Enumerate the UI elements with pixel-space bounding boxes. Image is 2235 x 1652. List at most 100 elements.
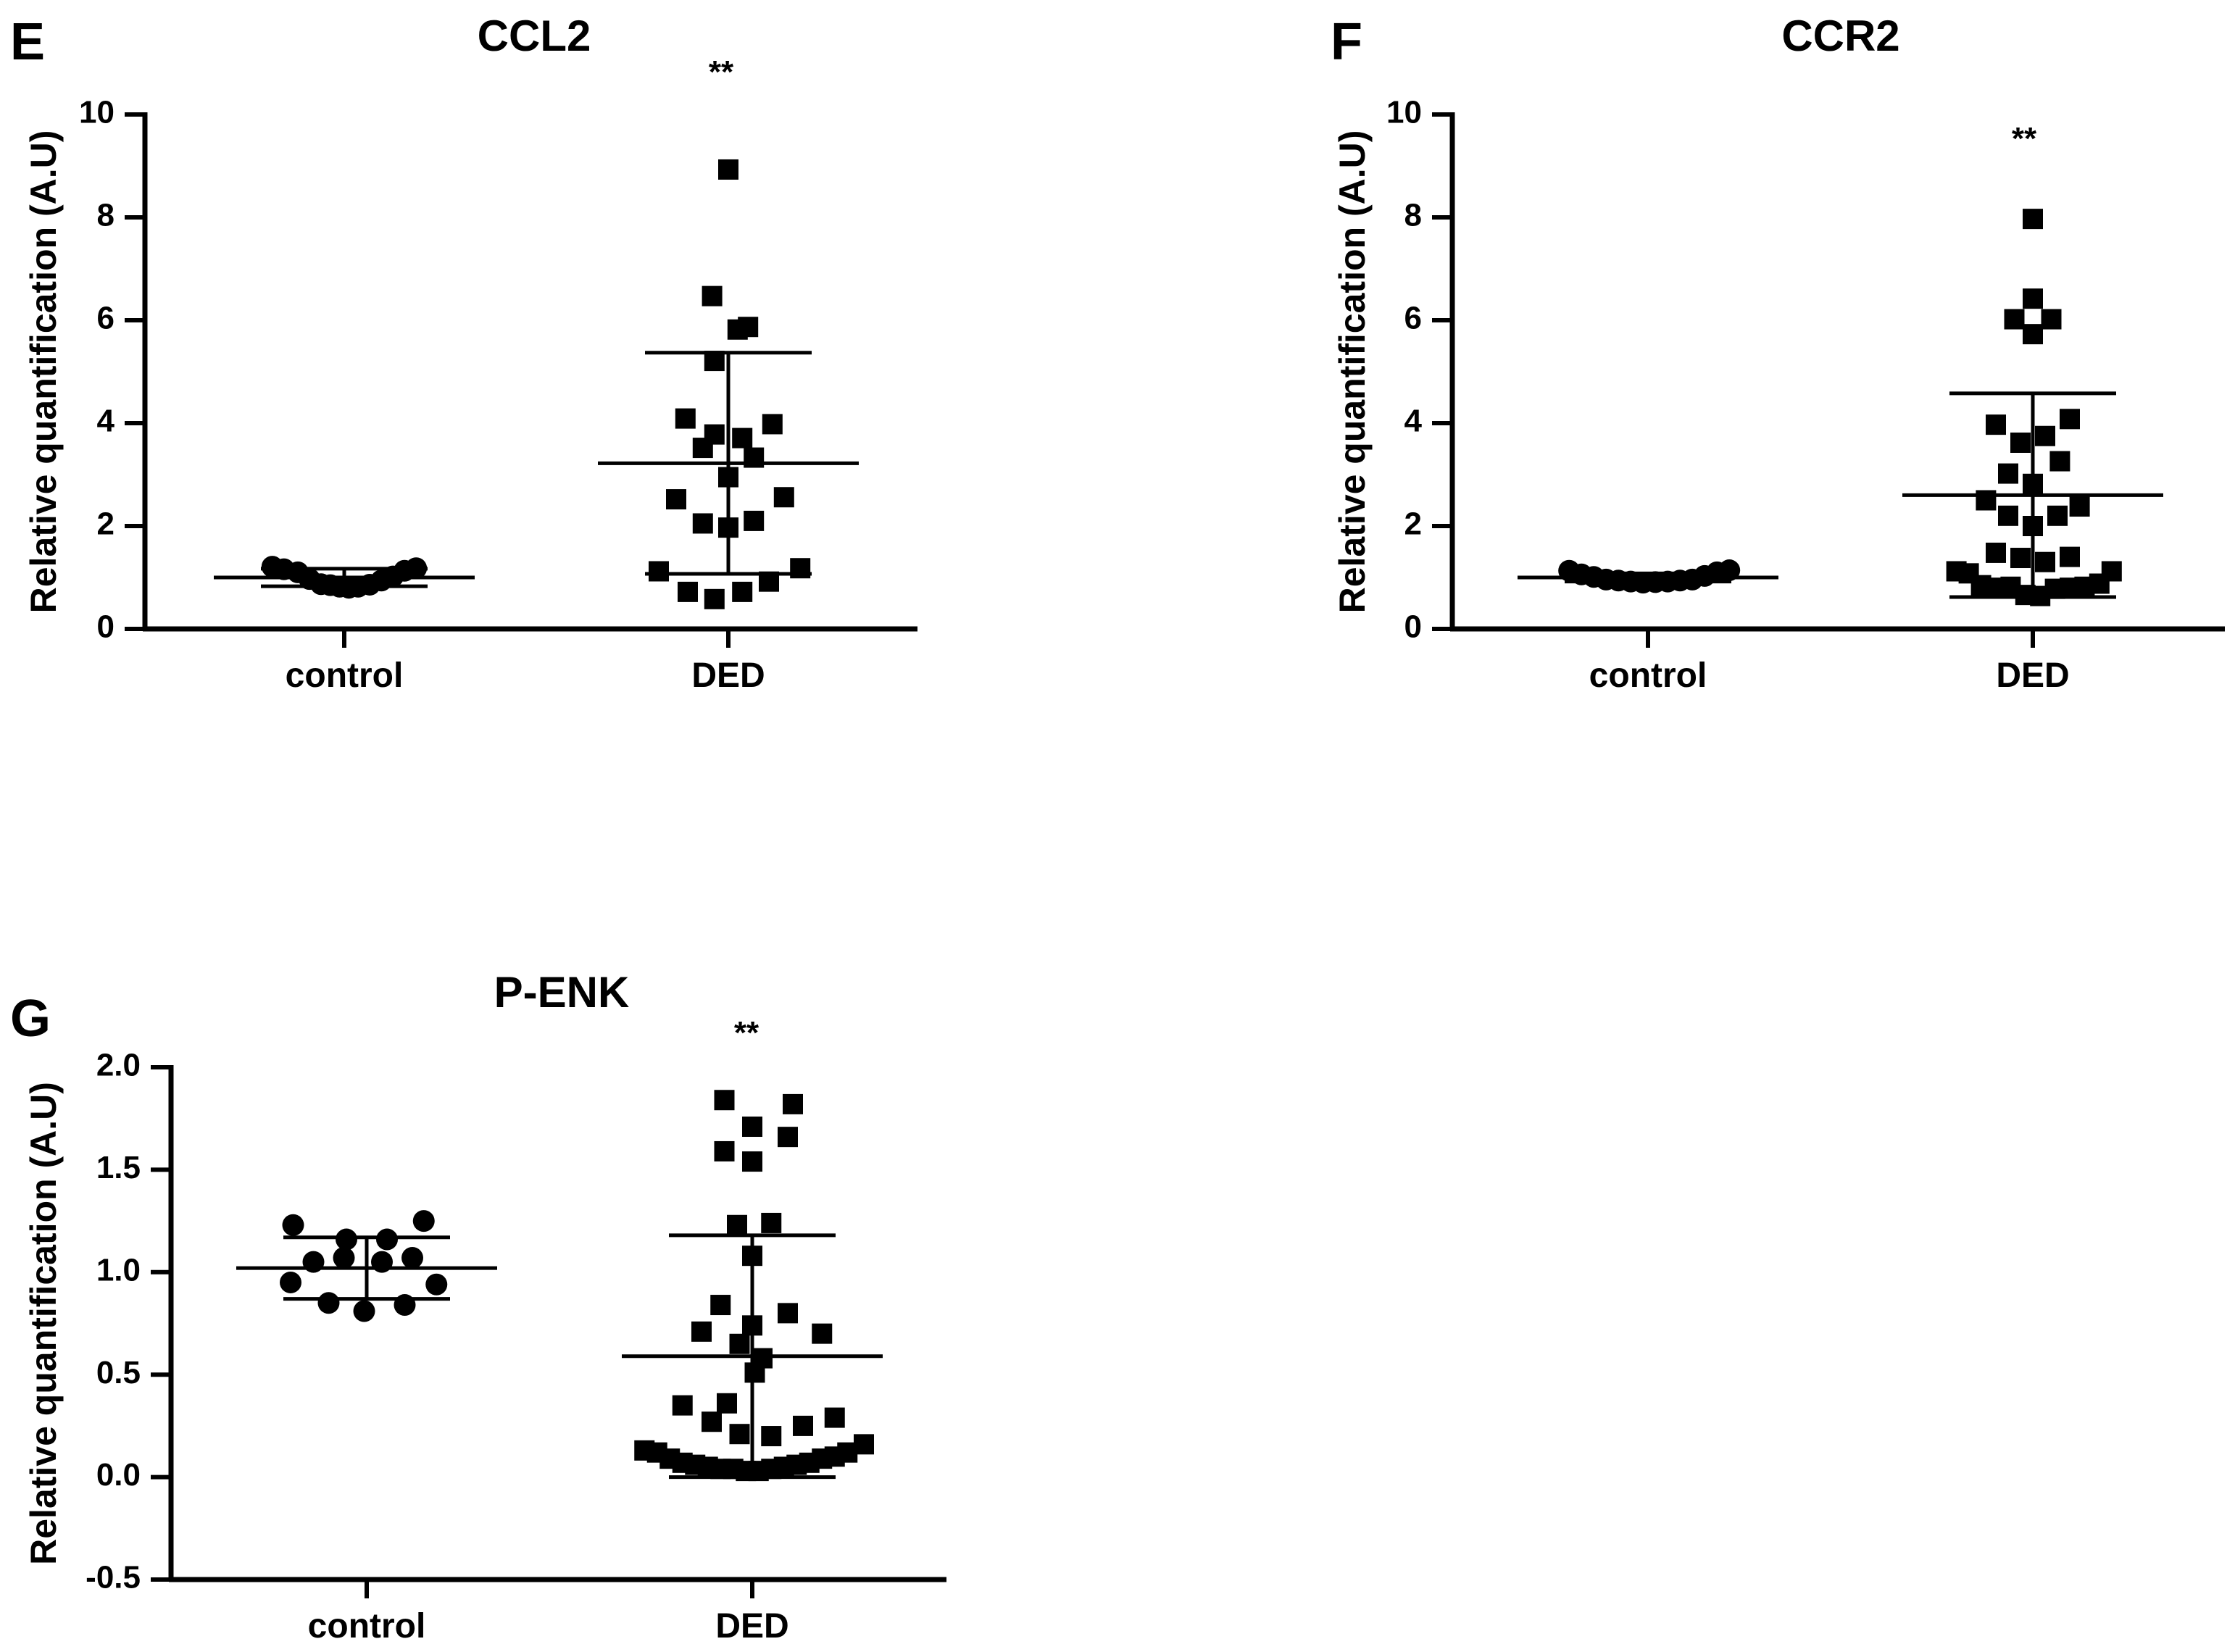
panel-f-ded-point — [2035, 425, 2055, 446]
panel-g-control-point — [317, 1292, 340, 1314]
panel-f-ded-point — [2023, 324, 2043, 345]
panel-e-ded-point — [692, 513, 713, 534]
panel-g-ded-point — [742, 1151, 762, 1172]
panel-g-control-point — [425, 1273, 448, 1296]
panel-f-ded-point — [2023, 209, 2043, 230]
panel-f-ded-point — [2060, 546, 2080, 567]
panel-g-y-axis-label: Relative quantification (A.U) — [23, 1082, 64, 1565]
panel-f-ded-point — [1986, 542, 2006, 563]
panel-f-ded-point — [1998, 463, 2018, 484]
panel-e-y-axis-label: Relative quantification (A.U) — [23, 130, 64, 614]
panel-g-y-tick-label: 0.0 — [96, 1457, 141, 1493]
panel-g-ded-point — [729, 1424, 750, 1445]
panel-f-ded-point — [1986, 414, 2006, 435]
panel-g-control-point — [280, 1271, 301, 1293]
panel-g-ded-point — [714, 1140, 735, 1161]
panel-f-ded-point — [2023, 288, 2043, 309]
panel-g-ded-point — [714, 1090, 735, 1111]
panel-g-ded-point — [691, 1321, 712, 1342]
panel-e-letter: E — [10, 13, 45, 71]
panel-e-ded-point — [675, 408, 696, 429]
panel-g-ded-point — [824, 1407, 845, 1428]
panel-f-y-tick-label: 4 — [1404, 404, 1423, 439]
panel-g-control-point — [401, 1247, 423, 1269]
panel-g-y-tick-label: 0.5 — [96, 1355, 141, 1390]
panel-e-x-label-ded: DED — [691, 656, 765, 695]
panel-e-ded-point — [704, 588, 725, 609]
panel-f-y-tick-label: 2 — [1404, 506, 1422, 542]
panel-e-x-label-control: control — [286, 656, 404, 695]
panel-f-y-tick-label: 10 — [1386, 95, 1422, 130]
panel-g-control-point — [333, 1247, 355, 1269]
panel-e-ded-point — [692, 438, 713, 459]
panel-g-ded-point — [729, 1333, 750, 1354]
panel-g-ded-point — [761, 1212, 782, 1233]
panel-e-ded-point — [702, 285, 723, 306]
panel-e-ded-point — [732, 427, 753, 449]
panel-e-ded-point — [738, 317, 759, 338]
panel-f-title: CCR2 — [1781, 12, 1899, 60]
panel-e-ded-point — [718, 159, 738, 180]
panel-f-ded-point — [2041, 309, 2062, 330]
panel-g-ded-point — [778, 1303, 798, 1324]
panel-f-ded-point — [2049, 451, 2070, 472]
panel-e-y-tick-label: 0 — [97, 609, 115, 645]
panel-e-significance-marker: ** — [709, 54, 734, 90]
panel-f-ded-point — [1998, 505, 2018, 526]
panel-g-control-point — [282, 1214, 304, 1236]
panel-e-y-tick-label: 10 — [79, 95, 115, 130]
panel-g-ded-point — [702, 1411, 722, 1432]
panel-f-letter: F — [1331, 13, 1362, 71]
panel-g-y-tick-label: -0.5 — [86, 1560, 141, 1595]
panel-f-ded-point — [2047, 505, 2068, 526]
panel-g-ded-point — [793, 1415, 813, 1436]
panel-f-x-label-ded: DED — [1996, 656, 2069, 695]
panel-g-ded-point — [710, 1295, 731, 1316]
panel-e-chart: E CCL2 Relative quantification (A.U) ** … — [10, 12, 917, 695]
panel-g-ded-point — [778, 1127, 798, 1148]
panel-f-ded-point — [2010, 432, 2031, 453]
panel-g-control-point — [353, 1300, 375, 1322]
panel-e-ded-point — [666, 489, 686, 510]
panel-g-x-label-control: control — [308, 1607, 426, 1645]
panel-f-y-tick-label: 6 — [1404, 301, 1422, 336]
panel-g-ded-point — [812, 1323, 833, 1344]
panel-g-control-point — [336, 1228, 357, 1251]
panel-f-y-axis-label: Relative quantification (A.U) — [1332, 130, 1373, 614]
panel-e-ded-point — [732, 581, 753, 602]
panel-g-y-tick-label: 1.0 — [96, 1252, 141, 1288]
panel-g-control-point — [412, 1210, 435, 1232]
panel-g-ded-point — [742, 1117, 762, 1138]
panel-e-ded-point — [744, 510, 765, 531]
panel-f-ded-point — [2035, 551, 2055, 572]
panel-g-ded-point — [717, 1393, 737, 1414]
panel-g-ded-point — [854, 1434, 874, 1455]
panel-e-title: CCL2 — [478, 12, 591, 60]
panel-f-x-label-control: control — [1589, 656, 1707, 695]
panel-g-y-tick-label: 1.5 — [96, 1150, 141, 1185]
panel-g-letter: G — [10, 990, 51, 1048]
panel-f-ded-point — [1976, 490, 1997, 511]
panel-e-y-tick-label: 4 — [97, 404, 115, 439]
panel-g-title: P-ENK — [494, 968, 630, 1017]
panel-e-y-tick-label: 6 — [97, 301, 115, 336]
panel-g-chart: G P-ENK Relative quantification (A.U) **… — [10, 968, 946, 1645]
panel-g-ded-point — [761, 1426, 782, 1447]
panel-e-y-tick-label: 8 — [97, 198, 115, 233]
panel-e-ded-point — [773, 487, 794, 508]
panel-g-ded-point — [672, 1395, 693, 1416]
panel-g-ded-point — [783, 1093, 803, 1114]
panel-e-y-tick-label: 2 — [97, 506, 115, 542]
panel-g-ded-point — [727, 1214, 747, 1235]
panel-f-ded-point — [2060, 409, 2080, 430]
panel-g-significance-marker: ** — [734, 1015, 759, 1051]
panel-f-ded-point — [2010, 548, 2031, 569]
panel-f-y-tick-label: 0 — [1404, 609, 1422, 645]
panel-f-significance-marker: ** — [2012, 121, 2037, 157]
panel-f-chart: F CCR2 Relative quantification (A.U) ** … — [1331, 12, 2225, 695]
panel-g-y-tick-label: 2.0 — [96, 1048, 141, 1083]
panel-f-y-tick-label: 8 — [1404, 198, 1422, 233]
panel-f-ded-point — [2089, 573, 2110, 594]
